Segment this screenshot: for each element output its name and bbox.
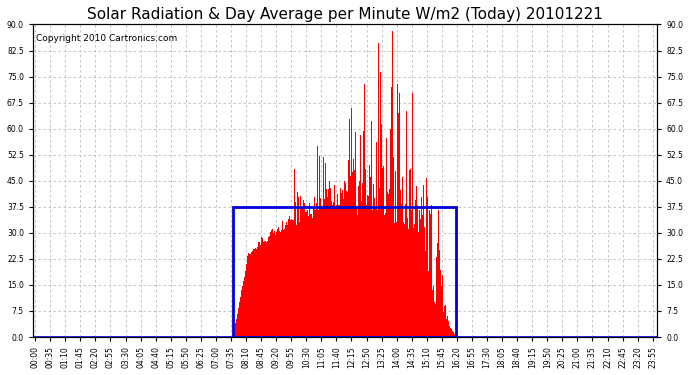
Text: Copyright 2010 Cartronics.com: Copyright 2010 Cartronics.com [36, 34, 177, 43]
Bar [233, 207, 456, 337]
Title: Solar Radiation & Day Average per Minute W/m2 (Today) 20101221: Solar Radiation & Day Average per Minute… [87, 7, 603, 22]
